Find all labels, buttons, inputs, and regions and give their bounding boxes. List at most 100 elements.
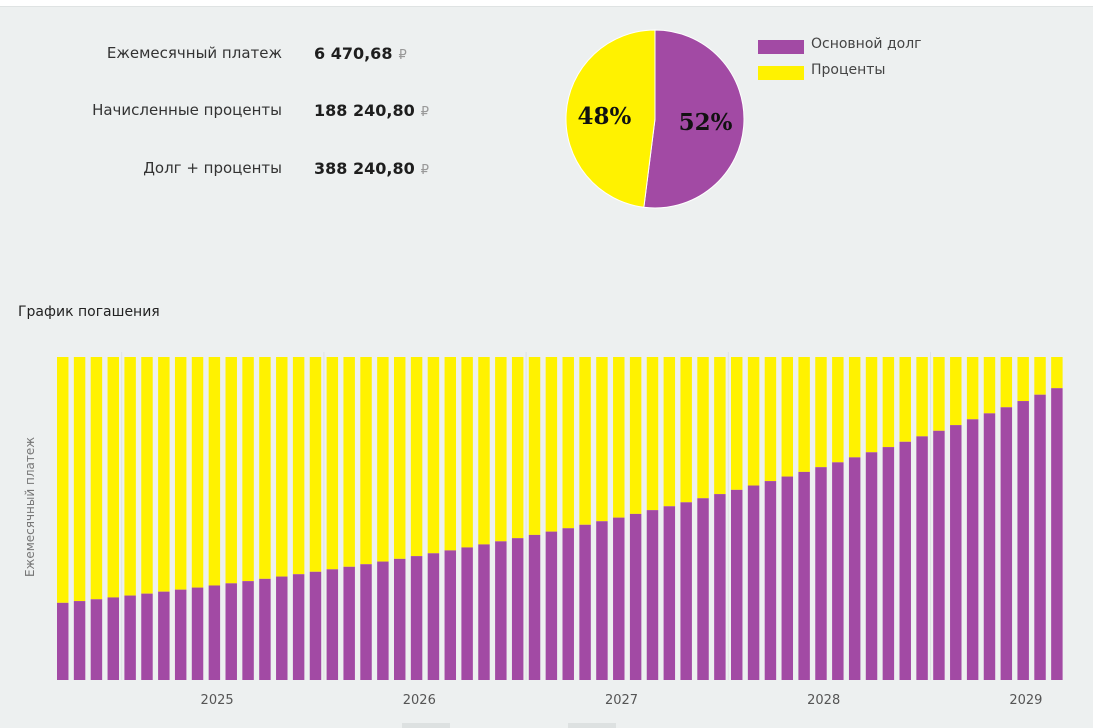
bar-interest[interactable] [427, 357, 440, 554]
bar-interest[interactable] [242, 357, 254, 582]
bar-interest[interactable] [225, 357, 237, 584]
bar-principal[interactable] [899, 441, 911, 680]
bar-principal[interactable] [1000, 407, 1013, 680]
bar-interest[interactable] [545, 357, 558, 532]
bar-principal[interactable] [57, 602, 69, 680]
bar-interest[interactable] [1034, 357, 1046, 395]
bar-interest[interactable] [191, 357, 204, 588]
bar-principal[interactable] [562, 528, 574, 680]
bar-interest[interactable] [663, 357, 676, 507]
bar-interest[interactable] [629, 357, 642, 514]
bar-principal[interactable] [528, 534, 541, 680]
bar-interest[interactable] [916, 357, 928, 437]
bar-principal[interactable] [545, 531, 558, 680]
bar-interest[interactable] [646, 357, 659, 511]
bar-principal[interactable] [680, 502, 692, 680]
bar-principal[interactable] [259, 578, 271, 680]
bar-interest[interactable] [933, 357, 945, 431]
pie-slice-interest[interactable] [565, 29, 656, 208]
bar-principal[interactable] [73, 601, 86, 680]
bar-principal[interactable] [579, 524, 591, 680]
bar-principal[interactable] [276, 576, 288, 680]
bar-principal[interactable] [478, 544, 490, 680]
bar-interest[interactable] [141, 357, 153, 594]
bar-interest[interactable] [1000, 357, 1013, 408]
bar-principal[interactable] [208, 585, 221, 680]
bar-interest[interactable] [966, 357, 979, 420]
bar-principal[interactable] [865, 452, 878, 680]
bar-interest[interactable] [528, 357, 541, 535]
bar-principal[interactable] [663, 506, 676, 680]
bar-interest[interactable] [343, 357, 355, 567]
bar-principal[interactable] [1017, 401, 1029, 680]
pie-slice-principal[interactable] [643, 29, 745, 209]
bar-interest[interactable] [495, 357, 507, 542]
bar-interest[interactable] [1017, 357, 1029, 402]
bar-interest[interactable] [326, 357, 339, 570]
bar-principal[interactable] [141, 593, 153, 680]
bar-principal[interactable] [377, 561, 389, 680]
bar-interest[interactable] [865, 357, 878, 453]
bar-principal[interactable] [394, 558, 406, 680]
bar-interest[interactable] [309, 357, 322, 572]
bar-principal[interactable] [124, 595, 136, 680]
bar-principal[interactable] [747, 485, 760, 680]
bar-interest[interactable] [394, 357, 406, 559]
bar-interest[interactable] [377, 357, 389, 562]
bar-interest[interactable] [208, 357, 221, 586]
bar-interest[interactable] [832, 357, 844, 463]
bar-interest[interactable] [798, 357, 810, 472]
bar-interest[interactable] [107, 357, 120, 598]
bar-interest[interactable] [983, 357, 996, 414]
bar-interest[interactable] [950, 357, 962, 426]
bar-principal[interactable] [832, 462, 844, 680]
bar-interest[interactable] [292, 357, 305, 575]
bar-interest[interactable] [124, 357, 136, 596]
bar-principal[interactable] [410, 556, 423, 680]
bar-interest[interactable] [259, 357, 271, 579]
bar-interest[interactable] [57, 357, 69, 603]
bar-interest[interactable] [714, 357, 726, 495]
bar-interest[interactable] [360, 357, 372, 565]
bar-principal[interactable] [511, 538, 524, 680]
bar-principal[interactable] [613, 517, 625, 680]
bar-principal[interactable] [983, 413, 996, 680]
bar-interest[interactable] [781, 357, 794, 477]
bar-principal[interactable] [343, 566, 355, 680]
bar-interest[interactable] [158, 357, 170, 592]
bar-principal[interactable] [815, 467, 827, 680]
bar-interest[interactable] [899, 357, 911, 442]
bar-principal[interactable] [916, 436, 928, 680]
bar-interest[interactable] [174, 357, 187, 590]
bar-principal[interactable] [966, 419, 979, 680]
bar-principal[interactable] [697, 498, 709, 680]
bar-interest[interactable] [815, 357, 827, 468]
bar-principal[interactable] [1051, 388, 1063, 680]
bar-interest[interactable] [276, 357, 288, 577]
bar-interest[interactable] [882, 357, 895, 448]
bar-interest[interactable] [764, 357, 777, 482]
bar-interest[interactable] [562, 357, 574, 529]
bar-principal[interactable] [714, 494, 726, 680]
bar-principal[interactable] [326, 569, 339, 680]
bar-principal[interactable] [242, 581, 254, 680]
bar-principal[interactable] [461, 547, 473, 680]
bar-interest[interactable] [461, 357, 473, 548]
bar-principal[interactable] [882, 447, 895, 680]
bar-interest[interactable] [511, 357, 524, 539]
bar-principal[interactable] [1034, 394, 1046, 680]
bar-principal[interactable] [427, 553, 440, 680]
bar-principal[interactable] [158, 591, 170, 680]
bar-interest[interactable] [579, 357, 591, 525]
bottom-tab[interactable] [402, 723, 450, 728]
bar-interest[interactable] [90, 357, 103, 600]
bar-principal[interactable] [848, 457, 861, 680]
bar-principal[interactable] [225, 583, 237, 680]
bar-principal[interactable] [596, 521, 608, 680]
bar-interest[interactable] [1051, 357, 1063, 389]
bar-principal[interactable] [292, 574, 305, 680]
bar-interest[interactable] [747, 357, 760, 486]
bar-principal[interactable] [629, 513, 642, 680]
bar-principal[interactable] [90, 599, 103, 680]
bar-principal[interactable] [781, 476, 794, 680]
